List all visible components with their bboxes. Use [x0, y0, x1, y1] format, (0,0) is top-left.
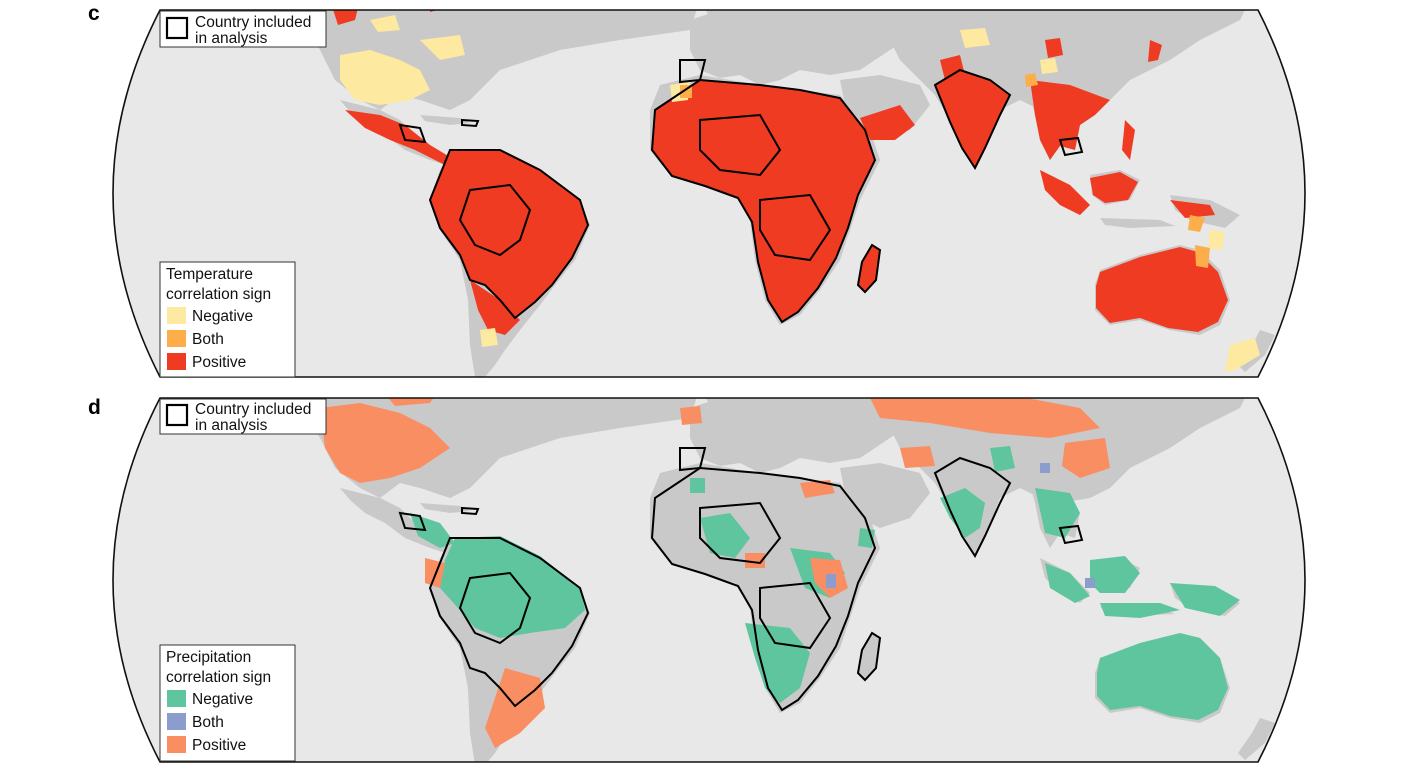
- legend-label-negative: Negative: [192, 691, 253, 708]
- included-country-borders: [398, 59, 1084, 324]
- legend-swatch-negative: [167, 307, 186, 324]
- legend-label-both: Both: [192, 714, 224, 731]
- panel-c: c: [88, 2, 1306, 378]
- included-country-borders: [398, 447, 1084, 712]
- precipitation-legend: Precipitation correlation sign Negative …: [159, 644, 296, 762]
- temperature-legend: Temperature correlation sign Negative Bo…: [159, 261, 296, 378]
- country-legend-line2: in analysis: [195, 417, 268, 434]
- legend-swatch-negative: [167, 690, 186, 707]
- legend-swatch-positive: [167, 736, 186, 753]
- country-outline-swatch: [165, 16, 189, 40]
- country-legend-line1: Country included: [195, 401, 311, 418]
- temperature-both-regions: [680, 73, 1210, 268]
- legend-label-positive: Positive: [192, 737, 246, 754]
- country-legend-line2: in analysis: [195, 30, 268, 47]
- legend-swatch-both: [167, 713, 186, 730]
- panel-letter: d: [88, 396, 101, 419]
- panel-d: d: [88, 396, 1306, 763]
- legend-swatch-positive: [167, 353, 186, 370]
- country-included-legend: Country included in analysis: [159, 10, 327, 48]
- precipitation-both-regions: [826, 463, 1095, 588]
- map-frame: [112, 9, 1306, 378]
- legend-title-line2: correlation sign: [166, 286, 271, 303]
- country-outline-swatch: [165, 403, 189, 427]
- legend-label-negative: Negative: [192, 308, 253, 325]
- legend-title-line2: correlation sign: [166, 669, 271, 686]
- legend-title-line1: Temperature: [166, 266, 253, 283]
- legend-label-positive: Positive: [192, 354, 246, 371]
- panel-letter: c: [88, 2, 100, 25]
- temperature-negative-regions: [340, 15, 1260, 372]
- country-included-legend: Country included in analysis: [159, 398, 327, 435]
- country-legend-line1: Country included: [195, 14, 311, 31]
- map-frame: [112, 397, 1306, 763]
- legend-label-both: Both: [192, 331, 224, 348]
- legend-swatch-both: [167, 330, 186, 347]
- legend-title-line1: Precipitation: [166, 649, 251, 666]
